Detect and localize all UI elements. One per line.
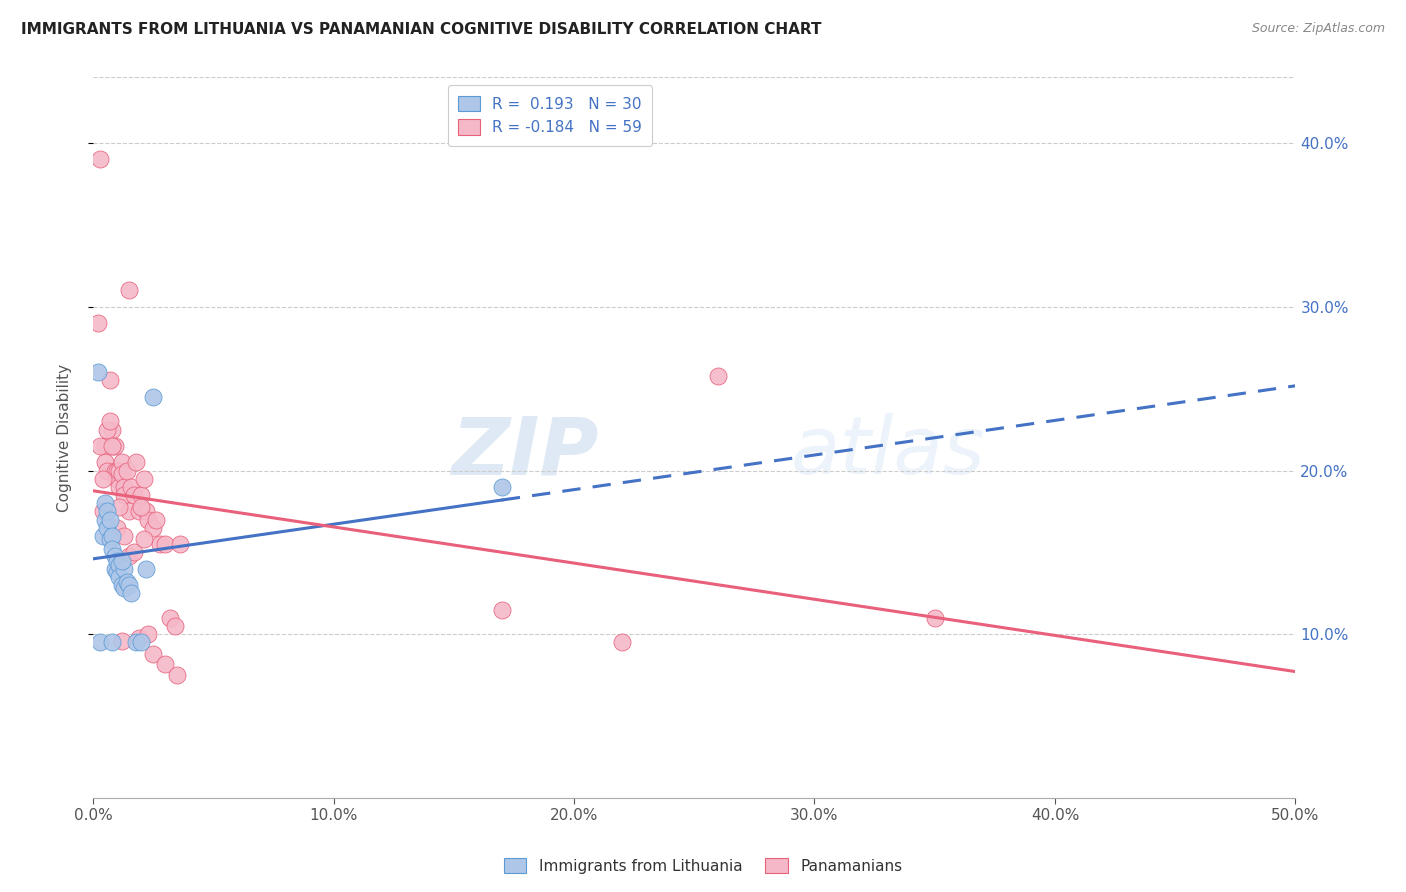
Point xyxy=(96,463,118,477)
Point xyxy=(87,365,110,379)
Point xyxy=(91,472,114,486)
Point xyxy=(112,582,135,596)
Point xyxy=(108,480,131,494)
Legend: Immigrants from Lithuania, Panamanians: Immigrants from Lithuania, Panamanians xyxy=(498,852,908,880)
Point xyxy=(112,562,135,576)
Point xyxy=(105,521,128,535)
Point xyxy=(111,455,134,469)
Point xyxy=(610,635,633,649)
Point xyxy=(105,565,128,579)
Point xyxy=(136,627,159,641)
Point xyxy=(118,578,141,592)
Point xyxy=(112,488,135,502)
Point xyxy=(89,153,111,167)
Point xyxy=(108,463,131,477)
Point xyxy=(118,504,141,518)
Point xyxy=(108,558,131,573)
Point xyxy=(105,553,128,567)
Point xyxy=(128,631,150,645)
Point xyxy=(169,537,191,551)
Point xyxy=(98,533,121,547)
Point xyxy=(491,480,513,494)
Point xyxy=(115,463,138,477)
Point xyxy=(104,463,127,477)
Point xyxy=(96,504,118,518)
Point xyxy=(91,504,114,518)
Point xyxy=(111,633,134,648)
Point xyxy=(94,455,117,469)
Point xyxy=(108,500,131,514)
Point xyxy=(163,619,186,633)
Text: Source: ZipAtlas.com: Source: ZipAtlas.com xyxy=(1251,22,1385,36)
Point xyxy=(98,373,121,387)
Point xyxy=(105,472,128,486)
Point xyxy=(96,423,118,437)
Point xyxy=(142,390,165,404)
Point xyxy=(87,316,110,330)
Point xyxy=(149,537,172,551)
Point xyxy=(128,504,150,518)
Point xyxy=(94,513,117,527)
Point xyxy=(115,574,138,589)
Point xyxy=(707,368,730,383)
Point xyxy=(101,542,124,557)
Point xyxy=(491,603,513,617)
Point xyxy=(145,513,167,527)
Point xyxy=(132,472,155,486)
Point xyxy=(111,467,134,481)
Legend: R =  0.193   N = 30, R = -0.184   N = 59: R = 0.193 N = 30, R = -0.184 N = 59 xyxy=(447,85,652,146)
Point xyxy=(98,414,121,428)
Point xyxy=(118,284,141,298)
Point xyxy=(142,647,165,661)
Point xyxy=(104,439,127,453)
Y-axis label: Cognitive Disability: Cognitive Disability xyxy=(58,364,72,512)
Point xyxy=(159,611,181,625)
Point xyxy=(132,533,155,547)
Point xyxy=(101,529,124,543)
Point xyxy=(924,611,946,625)
Text: IMMIGRANTS FROM LITHUANIA VS PANAMANIAN COGNITIVE DISABILITY CORRELATION CHART: IMMIGRANTS FROM LITHUANIA VS PANAMANIAN … xyxy=(21,22,821,37)
Point xyxy=(96,521,118,535)
Point xyxy=(104,549,127,563)
Point xyxy=(108,570,131,584)
Point xyxy=(129,635,152,649)
Point xyxy=(122,545,145,559)
Point xyxy=(122,488,145,502)
Point xyxy=(104,562,127,576)
Text: ZIP: ZIP xyxy=(451,413,598,491)
Point xyxy=(94,496,117,510)
Point xyxy=(118,549,141,563)
Point xyxy=(121,586,143,600)
Point xyxy=(112,480,135,494)
Point xyxy=(125,455,148,469)
Point xyxy=(105,463,128,477)
Point xyxy=(135,504,157,518)
Point xyxy=(111,553,134,567)
Point xyxy=(89,635,111,649)
Point xyxy=(129,500,152,514)
Point xyxy=(125,635,148,649)
Point xyxy=(112,529,135,543)
Point xyxy=(91,529,114,543)
Point xyxy=(101,439,124,453)
Point xyxy=(101,439,124,453)
Point xyxy=(136,513,159,527)
Point xyxy=(135,562,157,576)
Point xyxy=(89,439,111,453)
Point xyxy=(129,488,152,502)
Point xyxy=(142,521,165,535)
Point xyxy=(166,668,188,682)
Point xyxy=(111,578,134,592)
Point xyxy=(98,513,121,527)
Point xyxy=(153,537,176,551)
Point xyxy=(121,480,143,494)
Point xyxy=(94,439,117,453)
Point xyxy=(101,423,124,437)
Point xyxy=(153,657,176,671)
Point xyxy=(101,635,124,649)
Text: atlas: atlas xyxy=(790,413,986,491)
